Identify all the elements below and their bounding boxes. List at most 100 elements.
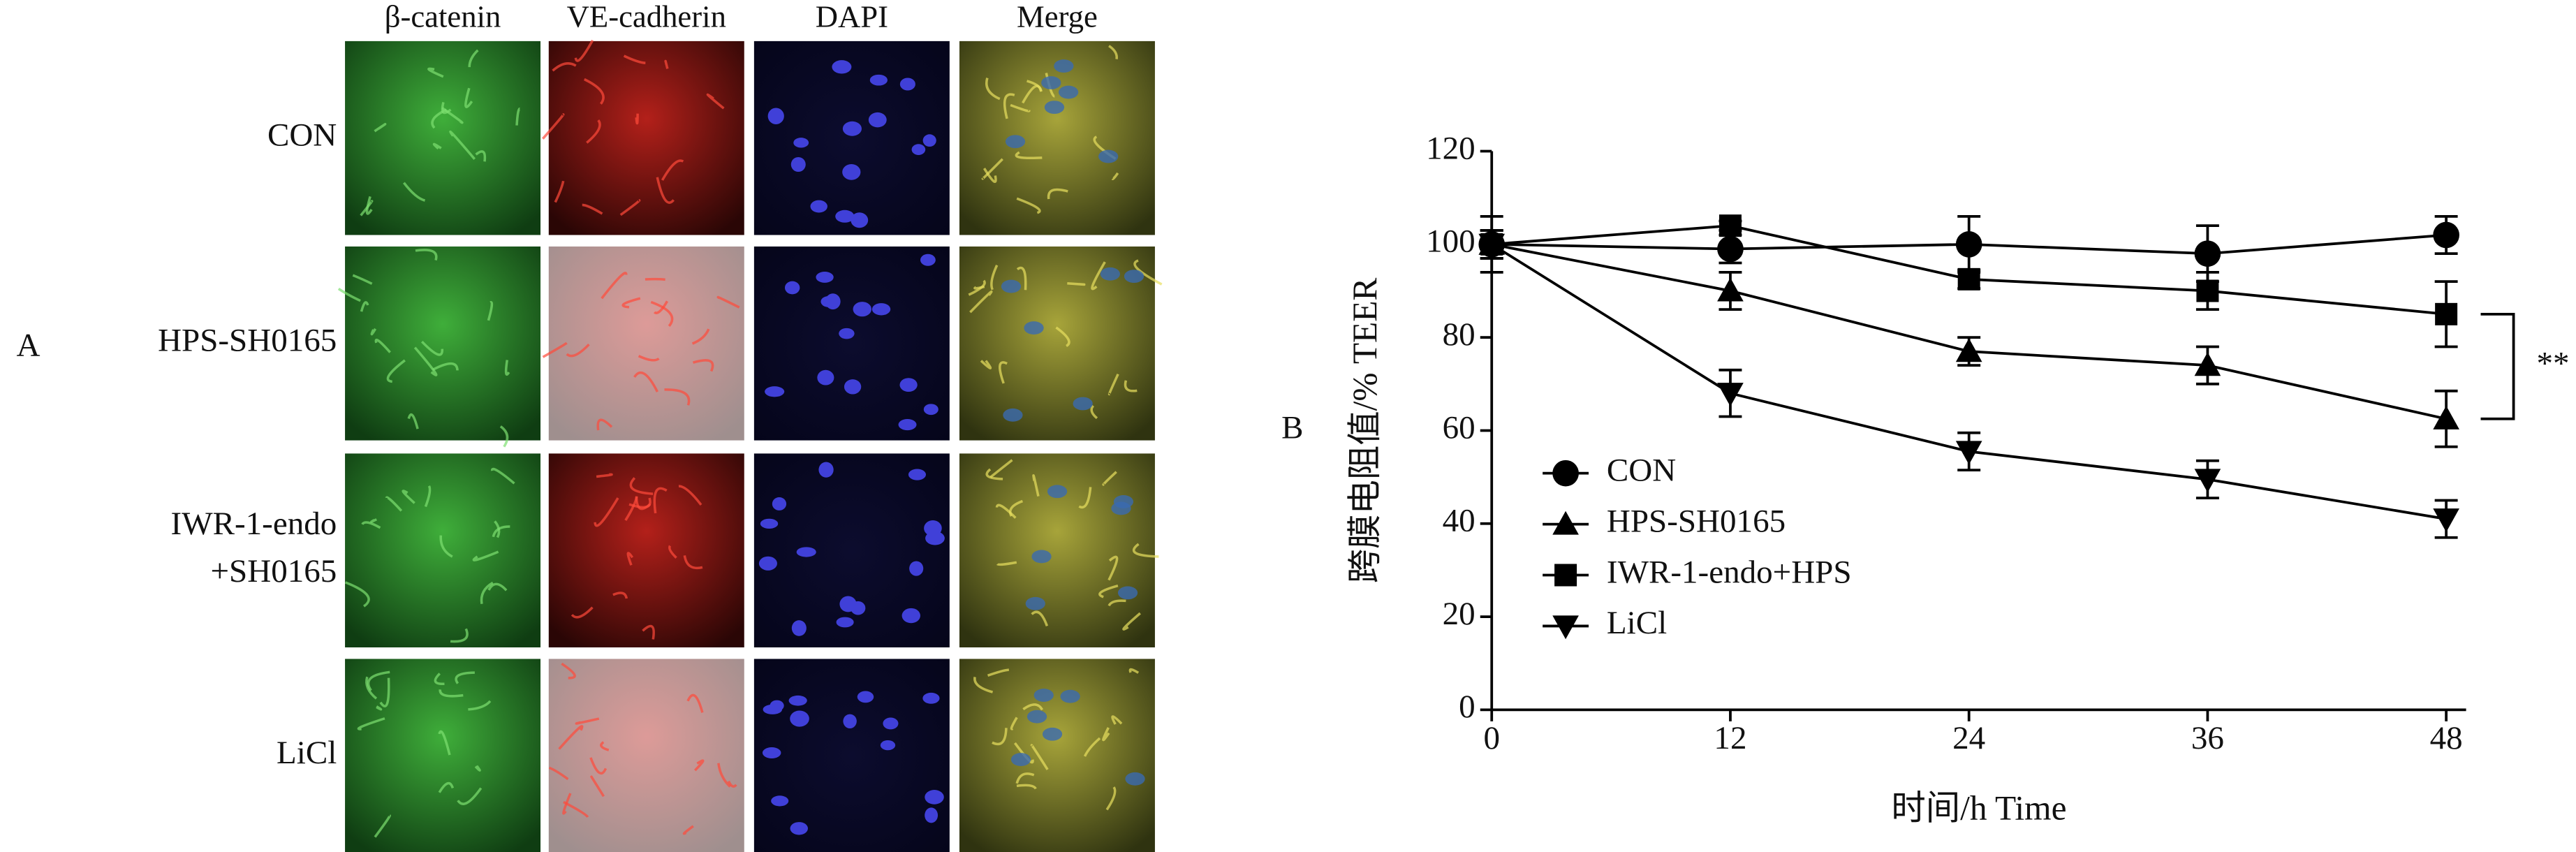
fiber <box>552 62 577 72</box>
micrograph-grid: β-catenin VE-cadherin DAPI Merge CON HPS-SH01… <box>158 0 1163 852</box>
nucleus <box>911 144 926 155</box>
fiber <box>1030 744 1049 770</box>
nucleus <box>899 378 918 392</box>
nucleus <box>1100 267 1120 281</box>
fiber <box>1107 599 1126 607</box>
fiber <box>337 288 361 302</box>
x-tick-label: 24 <box>1952 720 1985 756</box>
fiber <box>432 142 442 150</box>
x-tick-label: 0 <box>1483 720 1500 756</box>
nucleus <box>925 531 945 545</box>
nucleus <box>908 469 927 480</box>
fiber <box>693 759 705 772</box>
fiber <box>985 78 1001 101</box>
micrograph-bg <box>548 246 744 441</box>
nucleus <box>909 561 924 576</box>
y-tick-label: 100 <box>1426 223 1475 260</box>
fiber <box>982 168 997 183</box>
fiber <box>464 87 473 108</box>
fiber <box>374 339 391 353</box>
micrograph-bg <box>345 453 541 648</box>
nucleus <box>920 254 936 266</box>
fiber <box>1091 261 1106 291</box>
nucleus <box>843 714 857 728</box>
fiber <box>1105 786 1117 811</box>
legend-label: HPS-SH0165 <box>1607 503 1786 539</box>
fiber <box>385 496 403 512</box>
nucleus <box>922 134 936 147</box>
fiber <box>360 301 369 312</box>
nucleus <box>793 138 809 148</box>
marker <box>2196 279 2219 302</box>
nucleus <box>788 695 807 706</box>
nucleus <box>1024 321 1044 335</box>
micrograph-bg <box>959 453 1155 648</box>
legend-label: CON <box>1607 452 1676 488</box>
nucleus <box>1054 59 1074 73</box>
fiber <box>661 159 684 181</box>
fiber <box>1102 471 1117 486</box>
nucleus <box>762 747 781 758</box>
micrograph-bg <box>548 659 744 852</box>
fiber <box>600 741 610 751</box>
fiber <box>504 360 510 376</box>
nucleus <box>1111 501 1131 515</box>
fiber <box>439 689 464 698</box>
nucleus <box>790 710 809 727</box>
fiber <box>499 425 509 448</box>
fiber <box>574 39 594 62</box>
nucleus <box>1042 727 1063 741</box>
nucleus <box>880 740 896 751</box>
fiber <box>1016 266 1027 291</box>
fiber <box>717 763 731 788</box>
fiber <box>980 360 992 369</box>
fiber <box>683 555 703 570</box>
nucleus <box>1047 485 1068 499</box>
fiber <box>455 671 475 684</box>
fiber <box>969 291 993 314</box>
fiber <box>554 180 565 203</box>
y-tick-label: 80 <box>1443 316 1475 353</box>
nucleus <box>883 717 899 730</box>
fiber <box>402 490 415 504</box>
nucleus <box>1005 135 1026 149</box>
micrograph <box>344 453 541 648</box>
fiber <box>621 297 641 309</box>
fiber <box>367 670 390 691</box>
marker <box>2435 302 2458 325</box>
nucleus <box>922 692 940 704</box>
fiber <box>344 581 370 608</box>
fiber <box>438 730 451 756</box>
fiber <box>431 108 448 129</box>
fiber <box>1003 93 1015 119</box>
fiber <box>566 343 590 358</box>
nucleus <box>1010 753 1031 766</box>
column-header: VE-cadherin <box>567 0 726 34</box>
micrograph <box>753 41 950 235</box>
fiber <box>594 497 619 527</box>
micrograph-bg <box>959 41 1155 235</box>
fiber <box>1083 737 1101 757</box>
fiber <box>596 418 613 431</box>
fiber <box>1132 543 1159 558</box>
fiber <box>472 550 499 561</box>
fiber <box>561 662 576 680</box>
row-label: IWR-1-endo <box>171 506 337 542</box>
nucleus <box>771 795 789 807</box>
fiber <box>475 150 487 162</box>
legend: CON HPS-SH0165 IWR-1-endo+HPS LiCl <box>1543 452 1852 641</box>
legend-marker <box>1554 564 1577 587</box>
nucleus <box>925 790 944 805</box>
fiber <box>558 725 584 750</box>
nucleus <box>851 601 866 615</box>
nucleus <box>1098 149 1119 163</box>
marker <box>2433 221 2459 249</box>
x-tick-label: 48 <box>2430 720 2463 756</box>
legend-marker <box>1552 460 1579 487</box>
fiber <box>487 301 494 321</box>
nucleus <box>869 74 888 86</box>
nucleus <box>1001 279 1022 293</box>
nucleus <box>784 281 800 295</box>
fiber <box>376 705 383 711</box>
micrograph <box>959 41 1155 235</box>
